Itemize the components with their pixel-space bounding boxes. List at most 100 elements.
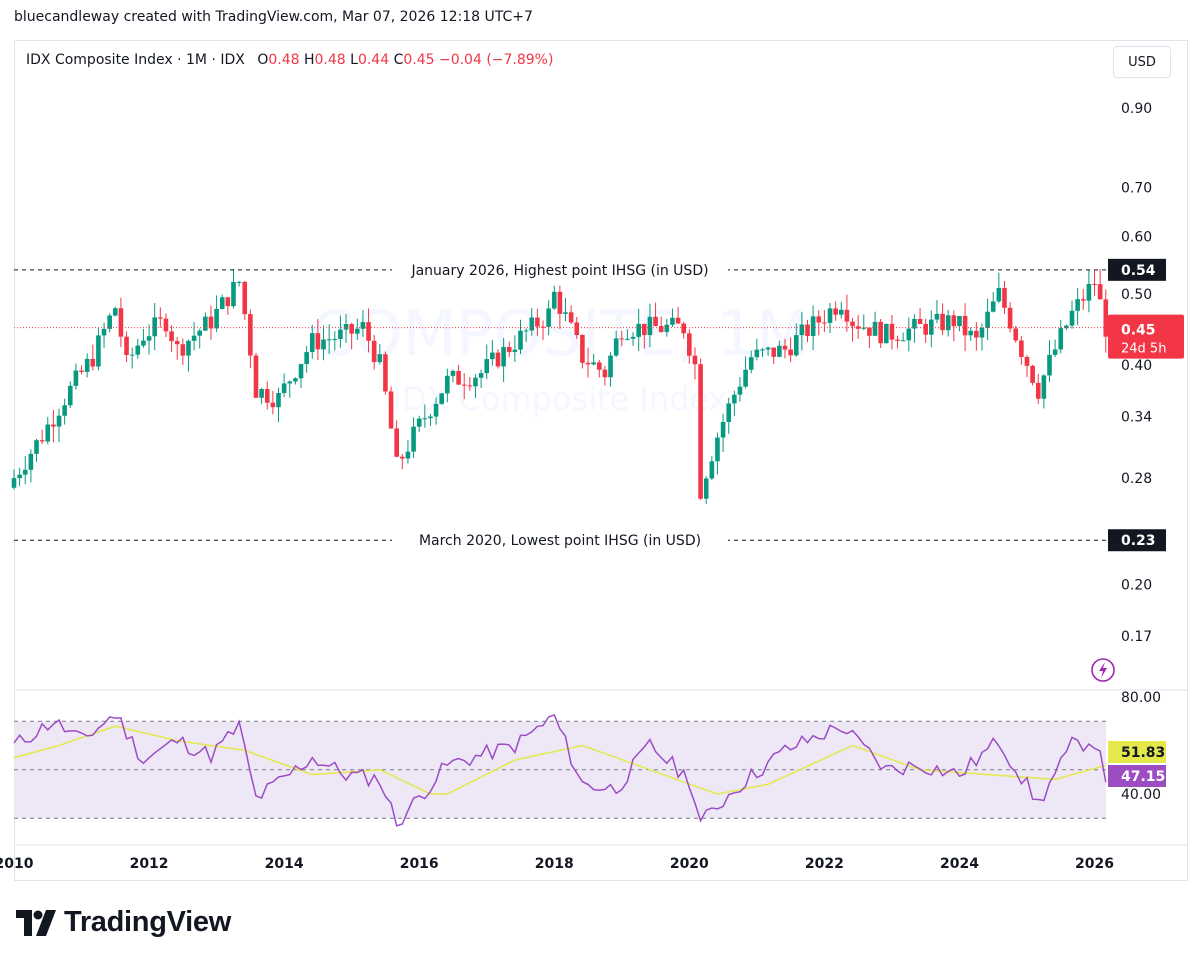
candle-body — [636, 323, 641, 337]
candle-body — [810, 316, 816, 337]
candle-body — [22, 469, 28, 475]
candle-body — [782, 345, 788, 350]
candle-body — [855, 326, 861, 329]
time-tick-label: 2014 — [265, 856, 304, 872]
candle-body — [979, 328, 985, 338]
candle-body — [281, 383, 287, 394]
candle-body — [658, 326, 664, 332]
candle-body — [236, 281, 242, 283]
level-price-label: 0.54 — [1121, 263, 1156, 279]
rsi-badge — [1108, 765, 1166, 787]
price-tick-label: 0.50 — [1121, 287, 1152, 303]
candle-body — [591, 362, 596, 365]
price-tick-label: 0.70 — [1121, 181, 1152, 197]
candle-body — [225, 297, 231, 307]
candle-body — [754, 349, 760, 358]
rsi-readout: 47.15 — [1121, 769, 1165, 785]
lightning-icon[interactable] — [1091, 658, 1115, 682]
currency-button[interactable]: USD — [1113, 46, 1171, 78]
candle-body — [146, 336, 152, 341]
candle-body — [338, 329, 343, 340]
candle-body — [816, 316, 822, 323]
candle-body — [1019, 340, 1024, 357]
level-price-badge — [1108, 258, 1166, 281]
price-tick-label: 0.90 — [1121, 101, 1152, 117]
candle-body — [945, 315, 951, 331]
candle-body — [551, 291, 557, 309]
candle-body — [535, 317, 540, 327]
candle-body — [563, 312, 568, 314]
candle-body — [540, 326, 546, 328]
candle-body — [11, 478, 17, 488]
candle-body — [732, 394, 737, 404]
candle-body — [366, 322, 371, 341]
candle-body — [450, 371, 456, 376]
candle-body — [371, 340, 377, 363]
rsi-tick-label: 80.00 — [1121, 690, 1161, 706]
time-tick-label: 2016 — [400, 856, 439, 872]
candle-body — [512, 349, 518, 352]
candle-body — [625, 338, 630, 340]
candle-body — [1064, 325, 1069, 329]
candle-body — [1035, 382, 1041, 399]
price-levels: January 2026, Highest point IHSG (in USD… — [14, 258, 1184, 552]
candle-body — [923, 323, 928, 335]
candle-body — [248, 314, 253, 356]
candle-body — [568, 312, 574, 323]
candle-body — [580, 334, 585, 363]
candle-body — [906, 328, 912, 341]
candle-body — [467, 385, 473, 387]
candle-body — [400, 456, 405, 459]
candle-body — [715, 437, 720, 462]
candle-body — [557, 291, 563, 314]
rsi-ma-badge — [1108, 741, 1166, 763]
open-label: O — [257, 52, 269, 68]
candle-body — [495, 352, 501, 367]
candle-body — [687, 333, 692, 356]
time-axis[interactable]: 2010 2012 2014 2016 2018 2020 2022 2024 2026 — [0, 856, 1114, 872]
price-axis[interactable]: 0.90 0.70 0.60 0.50 0.40 0.34 0.28 0.20 0.17 80.0… — [1121, 101, 1161, 803]
price-tick-label: 0.40 — [1121, 358, 1152, 374]
candle-body — [293, 378, 298, 382]
candle-body — [670, 317, 675, 325]
candle-body — [219, 297, 225, 309]
price-tick-label: 0.20 — [1121, 578, 1152, 594]
tradingview-logo-icon — [16, 909, 56, 936]
candle-body — [1013, 328, 1019, 341]
candle-body — [895, 339, 900, 341]
candle-body — [574, 322, 580, 335]
candle-body — [872, 321, 878, 336]
candle-body — [456, 371, 461, 385]
candle-body — [962, 316, 968, 336]
candle-body — [889, 323, 895, 340]
candle-body — [112, 308, 118, 316]
candle-body — [107, 315, 112, 329]
candle-body — [878, 321, 883, 344]
high-value: 0.48 — [314, 52, 346, 68]
candle-body — [118, 308, 124, 337]
candle-body — [169, 331, 174, 342]
candle-body — [28, 453, 34, 470]
symbol-title: IDX Composite Index · 1M · IDX — [26, 52, 245, 68]
rsi-ma-line — [13, 725, 1107, 795]
candle-body — [349, 324, 354, 334]
candle-body — [56, 415, 62, 427]
low-label: L — [350, 52, 358, 68]
candle-body — [1030, 365, 1035, 383]
candle-body — [67, 385, 73, 406]
candle-body — [321, 339, 326, 350]
candle-body — [777, 345, 782, 357]
candle-body — [242, 281, 248, 315]
candle-body — [940, 313, 945, 331]
candle-body — [276, 393, 281, 408]
candle-body — [1002, 287, 1007, 308]
tradingview-brand: TradingView — [16, 906, 231, 939]
candle-body — [34, 440, 39, 454]
candle-body — [883, 323, 889, 344]
candle-body — [411, 426, 416, 452]
candle-body — [1092, 283, 1097, 285]
candle-body — [698, 364, 703, 499]
candle-body — [203, 316, 208, 331]
candle-body — [152, 317, 157, 337]
